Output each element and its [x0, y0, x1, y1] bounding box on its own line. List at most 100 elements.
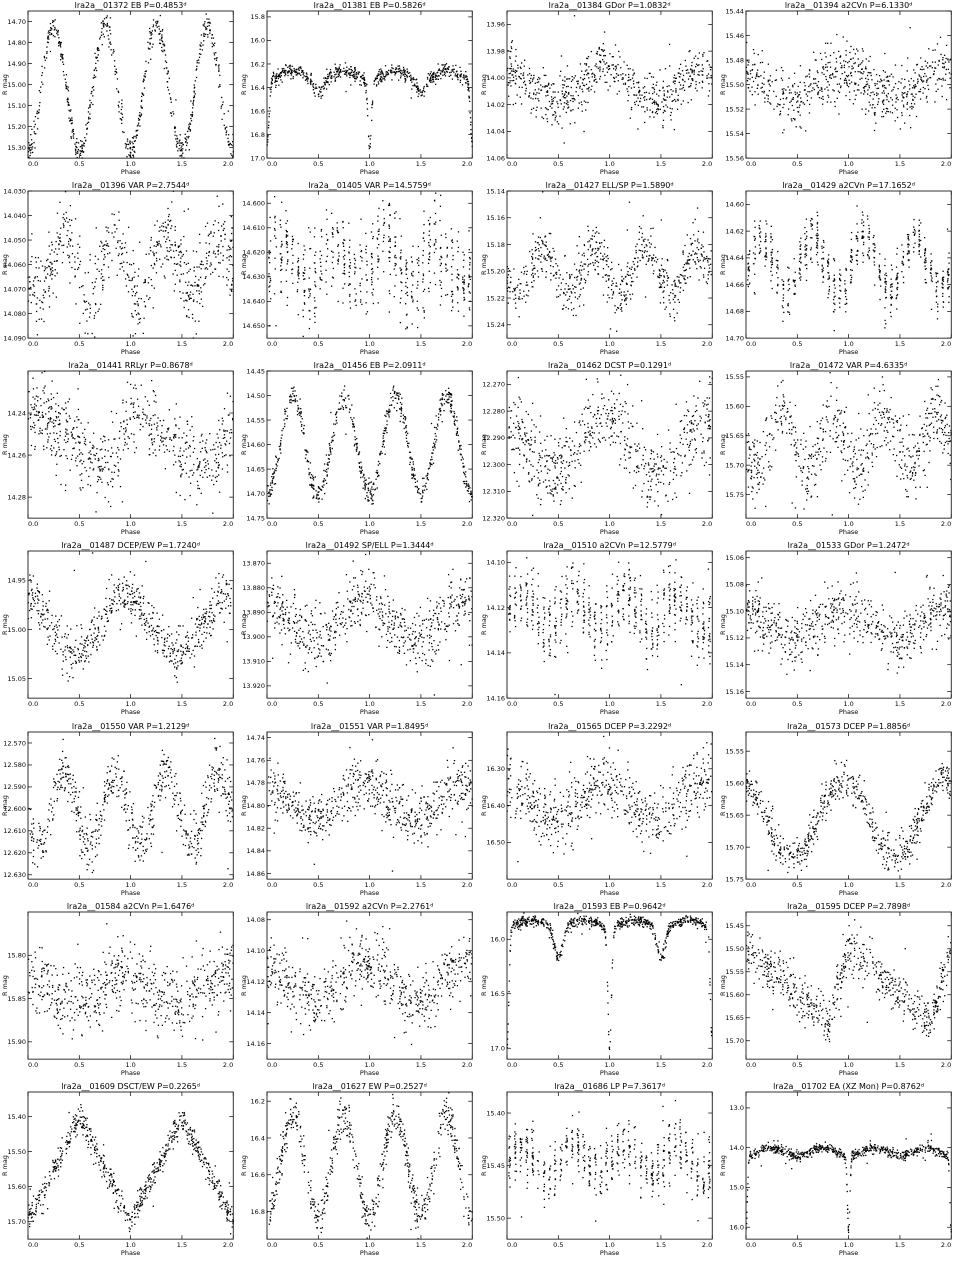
- data-point: [839, 78, 841, 80]
- data-point: [614, 69, 616, 71]
- data-point: [159, 30, 162, 33]
- data-point: [377, 220, 379, 222]
- data-point: [463, 281, 466, 284]
- data-point: [284, 69, 287, 72]
- data-point: [351, 69, 354, 72]
- data-point: [124, 247, 126, 249]
- data-point: [703, 257, 705, 259]
- data-point: [205, 257, 208, 259]
- data-point: [59, 240, 61, 242]
- data-point: [422, 307, 424, 309]
- data-point: [637, 82, 639, 84]
- data-point: [375, 77, 378, 79]
- data-point: [361, 75, 363, 77]
- data-point: [337, 76, 339, 78]
- data-point: [71, 119, 73, 121]
- data-point: [272, 75, 274, 78]
- data-point: [669, 107, 671, 109]
- data-point: [411, 291, 413, 293]
- data-point: [559, 274, 561, 276]
- data-point: [150, 58, 152, 60]
- data-point: [94, 255, 97, 258]
- data-point: [94, 336, 96, 338]
- data-point: [635, 243, 638, 245]
- data-point: [696, 259, 699, 261]
- data-point: [65, 87, 67, 90]
- data-point: [805, 93, 807, 95]
- data-point: [388, 225, 391, 228]
- data-point: [371, 279, 373, 281]
- data-point: [117, 255, 120, 257]
- data-point: [817, 92, 819, 94]
- data-point: [652, 101, 654, 103]
- data-point: [136, 125, 139, 127]
- data-point: [388, 251, 391, 253]
- data-point: [399, 65, 401, 67]
- data-point: [77, 142, 80, 144]
- data-point: [121, 113, 123, 115]
- data-point: [653, 88, 655, 91]
- data-point: [136, 129, 138, 132]
- data-point: [32, 284, 34, 286]
- data-point: [763, 83, 765, 85]
- data-point: [618, 288, 620, 290]
- data-point: [302, 70, 304, 72]
- data-point: [416, 307, 419, 309]
- data-point: [873, 243, 875, 245]
- data-point: [632, 73, 635, 75]
- data-point: [354, 258, 356, 260]
- data-point: [302, 73, 305, 75]
- data-point: [286, 242, 289, 244]
- data-point: [102, 279, 104, 282]
- data-point: [695, 268, 697, 270]
- data-point: [297, 243, 300, 245]
- data-point: [30, 149, 32, 151]
- data-point: [63, 244, 65, 247]
- data-point: [137, 312, 139, 314]
- data-point: [948, 262, 950, 264]
- data-point: [298, 275, 300, 277]
- data-point: [457, 269, 459, 271]
- data-point: [556, 121, 558, 123]
- data-point: [269, 216, 272, 219]
- data-point: [343, 239, 345, 241]
- data-point: [28, 276, 31, 278]
- data-point: [380, 78, 382, 80]
- data-point: [547, 256, 549, 258]
- data-point: [564, 306, 567, 309]
- data-point: [144, 279, 146, 281]
- data-point: [749, 78, 751, 80]
- data-point: [509, 57, 511, 60]
- data-point: [539, 261, 542, 263]
- data-point: [405, 265, 407, 268]
- data-point: [884, 282, 886, 284]
- data-point: [132, 154, 134, 156]
- data-point: [851, 68, 853, 70]
- data-point: [150, 265, 153, 267]
- data-point: [406, 75, 409, 77]
- data-point: [613, 80, 616, 83]
- data-point: [225, 130, 228, 132]
- data-point: [432, 76, 434, 79]
- data-point: [545, 85, 547, 87]
- data-point: [817, 93, 819, 96]
- data-point: [207, 22, 209, 24]
- x-tick-label: 1.5: [655, 160, 665, 168]
- data-point: [67, 86, 69, 88]
- data-point: [304, 278, 306, 280]
- data-point: [837, 90, 839, 92]
- data-point: [221, 103, 224, 106]
- y-tick-label: 15.00: [7, 81, 26, 89]
- data-point: [100, 273, 103, 275]
- data-point: [353, 75, 356, 77]
- data-point: [679, 287, 681, 289]
- data-point: [520, 86, 523, 89]
- data-point: [303, 75, 305, 77]
- data-point: [292, 235, 294, 238]
- data-point: [687, 259, 690, 262]
- data-point: [524, 90, 526, 92]
- data-point: [524, 265, 527, 268]
- data-point: [861, 68, 863, 70]
- data-point: [218, 246, 220, 248]
- data-point: [391, 67, 393, 69]
